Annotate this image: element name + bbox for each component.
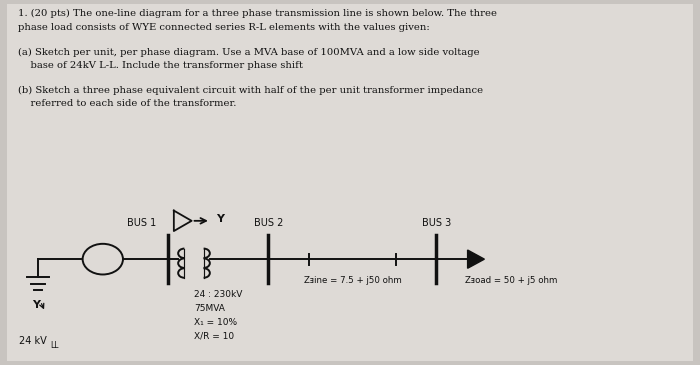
Text: BUS 2: BUS 2: [253, 218, 283, 228]
Text: referred to each side of the transformer.: referred to each side of the transformer…: [18, 99, 236, 108]
Text: Zⱻine = 7.5 + j50 ohm: Zⱻine = 7.5 + j50 ohm: [304, 276, 401, 285]
Text: 24 : 230kV: 24 : 230kV: [194, 290, 242, 299]
Text: phase load consists of WYE connected series R-L elements with the values given:: phase load consists of WYE connected ser…: [18, 23, 429, 32]
Text: (b) Sketch a three phase equivalent circuit with half of the per unit transforme: (b) Sketch a three phase equivalent circ…: [18, 86, 482, 95]
Text: 75MVA: 75MVA: [194, 304, 225, 313]
Text: X/R = 10: X/R = 10: [194, 332, 234, 341]
Text: Zⱻoad = 50 + j5 ohm: Zⱻoad = 50 + j5 ohm: [465, 276, 557, 285]
Text: BUS 3: BUS 3: [422, 218, 451, 228]
Text: 1. (20 pts) The one-line diagram for a three phase transmission line is shown be: 1. (20 pts) The one-line diagram for a t…: [18, 9, 496, 18]
Text: Y: Y: [216, 214, 225, 224]
Text: base of 24kV L-L. Include the transformer phase shift: base of 24kV L-L. Include the transforme…: [18, 61, 302, 70]
Polygon shape: [468, 250, 484, 268]
Text: (a) Sketch per unit, per phase diagram. Use a MVA base of 100MVA and a low side : (a) Sketch per unit, per phase diagram. …: [18, 47, 479, 57]
Text: 24 kV: 24 kV: [20, 336, 47, 346]
FancyBboxPatch shape: [7, 4, 693, 361]
Text: X₁ = 10%: X₁ = 10%: [194, 318, 237, 327]
Text: BUS 1: BUS 1: [127, 218, 156, 228]
Text: LL: LL: [50, 341, 59, 350]
Text: Y: Y: [32, 300, 40, 310]
